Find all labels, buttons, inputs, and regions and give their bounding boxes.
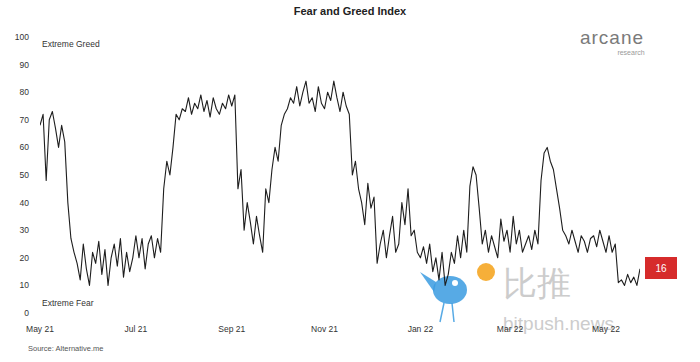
- watermark-coin: [477, 263, 495, 281]
- watermark-bird-eye: [452, 280, 458, 286]
- chart: 比推bitpush.news Fear and Greed Index arcane…: [0, 0, 700, 362]
- x-axis: May 21 Jul 21 Sep 21 Nov 21 Jan 22 Mar 22 May …: [26, 324, 620, 334]
- logo: arcane: [580, 27, 644, 48]
- y-tick-label: 70: [20, 115, 30, 125]
- x-tick-label: Nov 21: [311, 324, 338, 334]
- x-tick-label: Sep 21: [218, 324, 245, 334]
- watermark-bird: [433, 276, 467, 304]
- y-tick-label: 100: [15, 32, 29, 42]
- y-tick-label: 50: [20, 170, 30, 180]
- title: Fear and Greed Index: [294, 5, 407, 17]
- x-tick-label: May 22: [592, 324, 620, 334]
- watermark-bird-wing: [420, 272, 436, 292]
- watermark: 比推bitpush.news: [420, 263, 614, 334]
- y-tick-label: 60: [20, 142, 30, 152]
- x-tick-label: Jul 21: [125, 324, 148, 334]
- logo-sub: research: [617, 49, 644, 56]
- x-tick-label: May 21: [26, 324, 54, 334]
- y-axis: 0 10 20 30 40 50 60 70 80 90 100: [15, 32, 37, 318]
- background: [0, 0, 700, 362]
- source: Source: Alternative.me: [28, 344, 103, 353]
- zone-label: Extreme Greed: [42, 39, 100, 49]
- badge-text: 16: [655, 263, 667, 274]
- y-tick-label: 20: [20, 253, 30, 263]
- badge-box: [645, 257, 677, 279]
- y-tick-label: 30: [20, 225, 30, 235]
- zone-label: Extreme Fear: [42, 298, 94, 308]
- x-tick-label: Mar 22: [497, 324, 524, 334]
- index-line: [40, 81, 640, 285]
- y-tick-label: 40: [20, 198, 30, 208]
- y-tick-label: 0: [24, 308, 29, 318]
- plot: [40, 81, 640, 285]
- watermark-text: 比推: [503, 264, 571, 302]
- x-tick-label: Jan 22: [408, 324, 434, 334]
- watermark-bird-legs: [440, 303, 454, 322]
- y-tick-label: 90: [20, 60, 30, 70]
- y-tick-label: 10: [20, 280, 30, 290]
- latest-badge: 16: [645, 257, 677, 279]
- y-tick-label: 80: [20, 87, 30, 97]
